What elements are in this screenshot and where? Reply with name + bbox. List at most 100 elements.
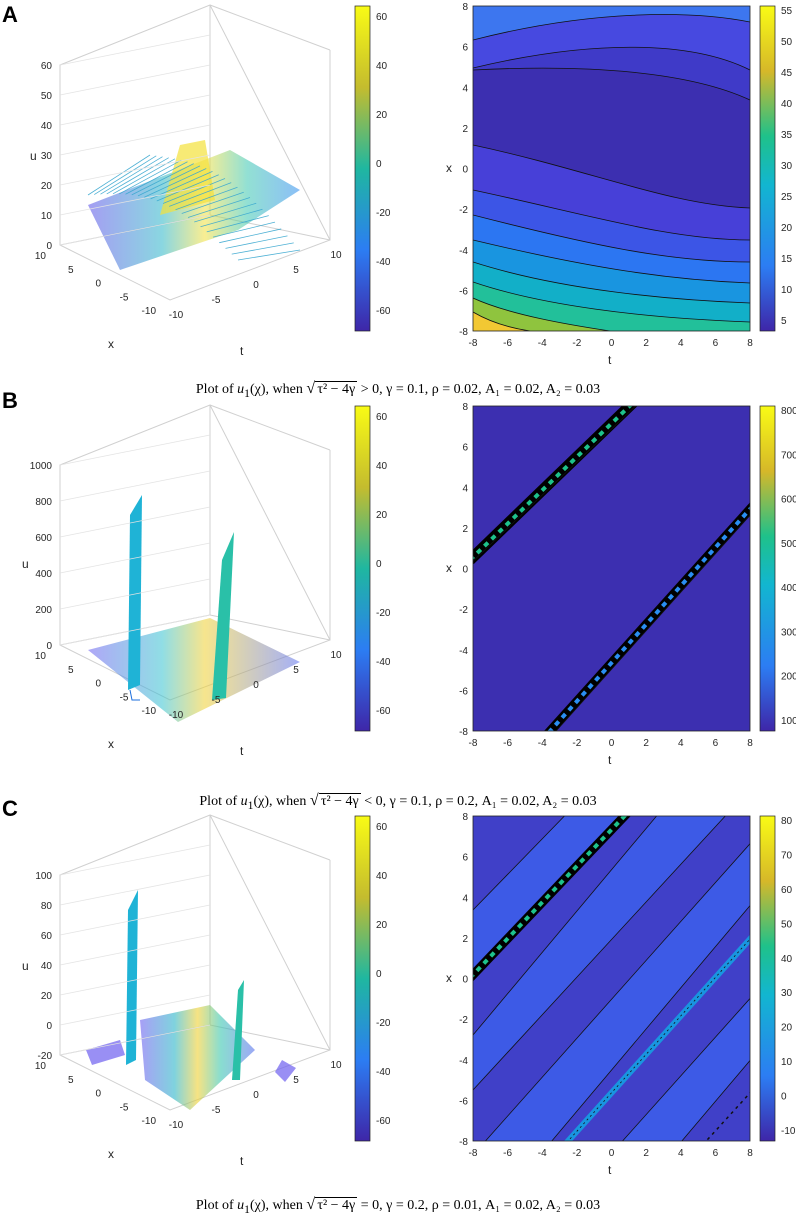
colorbar-ticks: 60 40 20 0 -20 -40 -60	[376, 12, 391, 317]
mesh-line	[131, 163, 194, 196]
contour-x-tick-label: 0	[609, 738, 615, 749]
contour-y-tick-label: 6	[462, 43, 468, 54]
contour-y-tick-label: -2	[459, 1015, 468, 1026]
contour-y-tick-label: 8	[462, 2, 468, 13]
x-axis-ticks: 10 5 0 -5 -10	[35, 1061, 157, 1127]
z-tick-label: 20	[41, 991, 53, 1002]
t-tick-label: 5	[293, 1075, 299, 1086]
colorbar-tick-label: 40	[376, 871, 388, 882]
contour-x-tick-label: -4	[538, 1148, 547, 1159]
contour-x-label: t	[608, 353, 612, 367]
contour-y-tick-label: 8	[462, 402, 468, 413]
colorbar-tick-label: -60	[376, 706, 391, 717]
t-tick-label: 10	[330, 650, 342, 661]
surface-mesh	[87, 140, 301, 270]
mesh-line	[169, 182, 232, 207]
x-tick-label: 10	[35, 251, 47, 262]
mesh-line	[144, 168, 207, 198]
mesh-line	[194, 202, 257, 223]
colorbar-tick-label: 60	[781, 885, 793, 896]
colorbar-tick-label: -40	[376, 257, 391, 268]
t-tick-label: 10	[330, 1060, 342, 1071]
contour-bands	[473, 406, 750, 731]
t-tick-label: -10	[169, 310, 184, 321]
colorbar-tick-label: 0	[376, 159, 382, 170]
z-tick-label: 200	[35, 605, 52, 616]
colorbar-tick-label: 5	[781, 316, 787, 327]
colorbar-tick-label: 70	[781, 850, 793, 861]
contour-y-tick-label: 2	[462, 124, 468, 135]
mesh-line	[156, 174, 219, 202]
z-tick-label: 1000	[30, 461, 53, 472]
x-tick-label: 10	[35, 651, 47, 662]
contour-x-tick-label: 6	[713, 1148, 719, 1159]
colorbar-tick-label: 10	[781, 285, 793, 296]
x-axis-label: x	[108, 337, 114, 351]
mesh-line	[237, 249, 301, 261]
colorbar-tick-label: 600	[781, 495, 796, 506]
mesh-line	[219, 228, 282, 244]
colorbar-tick-label: -20	[376, 208, 391, 219]
mesh-line	[87, 154, 151, 196]
contour-x-tick-label: 2	[643, 338, 649, 349]
panel-c: C -	[0, 796, 796, 1227]
x-tick-label: 0	[95, 679, 101, 690]
colorbar-tick-label: 50	[781, 919, 793, 930]
colorbar-tick-label: 500	[781, 539, 796, 550]
contour-x-ticks: -8 -6 -4 -2 0 2 4 6 8	[469, 1148, 754, 1159]
mesh-line	[137, 165, 201, 197]
z-axis-label: u	[30, 149, 37, 163]
z-gridline	[59, 154, 211, 186]
z-tick-label: 400	[35, 569, 52, 580]
colorbar-tick-label: 200	[781, 672, 796, 683]
contour-y-label: x	[446, 971, 452, 985]
colorbar-tick-label: 20	[781, 1023, 793, 1034]
contour-frame	[472, 815, 751, 1142]
mesh-line	[100, 156, 163, 195]
contour-x-tick-label: -6	[503, 1148, 512, 1159]
contour-x-tick-label: 4	[678, 338, 684, 349]
caption-a: Plot of u1(χ), when √ τ² − 4γ > 0, γ = 0.…	[195, 380, 601, 400]
contour-x-tick-label: -2	[572, 1148, 581, 1159]
t-tick-label: -5	[212, 695, 221, 706]
contour-x-tick-label: -8	[469, 738, 478, 749]
z-tick-label: 20	[41, 181, 53, 192]
contour-bands	[473, 6, 750, 331]
z-gridline	[59, 64, 211, 96]
z-tick-label: 40	[41, 121, 53, 132]
panel-a: A 0 10 20	[0, 0, 796, 410]
contour-y-tick-label: 4	[462, 483, 468, 494]
mesh-line	[200, 208, 263, 228]
colorbar	[759, 815, 776, 1142]
colorbar	[759, 5, 776, 332]
contour-y-tick-label: 4	[462, 893, 468, 904]
z-tick-label: 100	[35, 871, 52, 882]
t-tick-label: 10	[330, 250, 342, 261]
colorbar-tick-label: -40	[376, 1067, 391, 1078]
contour-y-tick-label: 0	[462, 565, 468, 576]
x-tick-label: -5	[120, 692, 129, 703]
mesh-line	[225, 235, 288, 249]
z-axis-ticks: 0 200 400 600 800 1000	[30, 434, 211, 652]
caption-c: Plot of u1(χ), when √ τ² − 4γ = 0, γ = 0.…	[195, 1196, 601, 1216]
z-tick-label: 60	[41, 61, 53, 72]
t-axis-label: t	[240, 344, 244, 358]
z-gridline	[59, 34, 211, 66]
contour-y-tick-label: 0	[462, 165, 468, 176]
z-tick-label: 600	[35, 533, 52, 544]
contour-x-tick-label: -4	[538, 338, 547, 349]
contour-y-ticks: 8 6 4 2 0 -2 -4 -6 -8	[459, 812, 468, 1148]
colorbar-tick-label: 100	[781, 716, 796, 727]
z-gridline	[59, 614, 211, 646]
contour-x-tick-label: 8	[747, 1148, 753, 1159]
colorbar	[354, 5, 371, 332]
z-gridline	[59, 994, 211, 1026]
colorbar-tick-label: -60	[376, 1116, 391, 1127]
z-axis-label: u	[22, 959, 29, 973]
contour-x-tick-label: 2	[643, 1148, 649, 1159]
t-tick-label: 0	[253, 1090, 259, 1101]
colorbar-tick-label: 60	[376, 822, 388, 833]
contour-x-tick-label: 6	[713, 738, 719, 749]
